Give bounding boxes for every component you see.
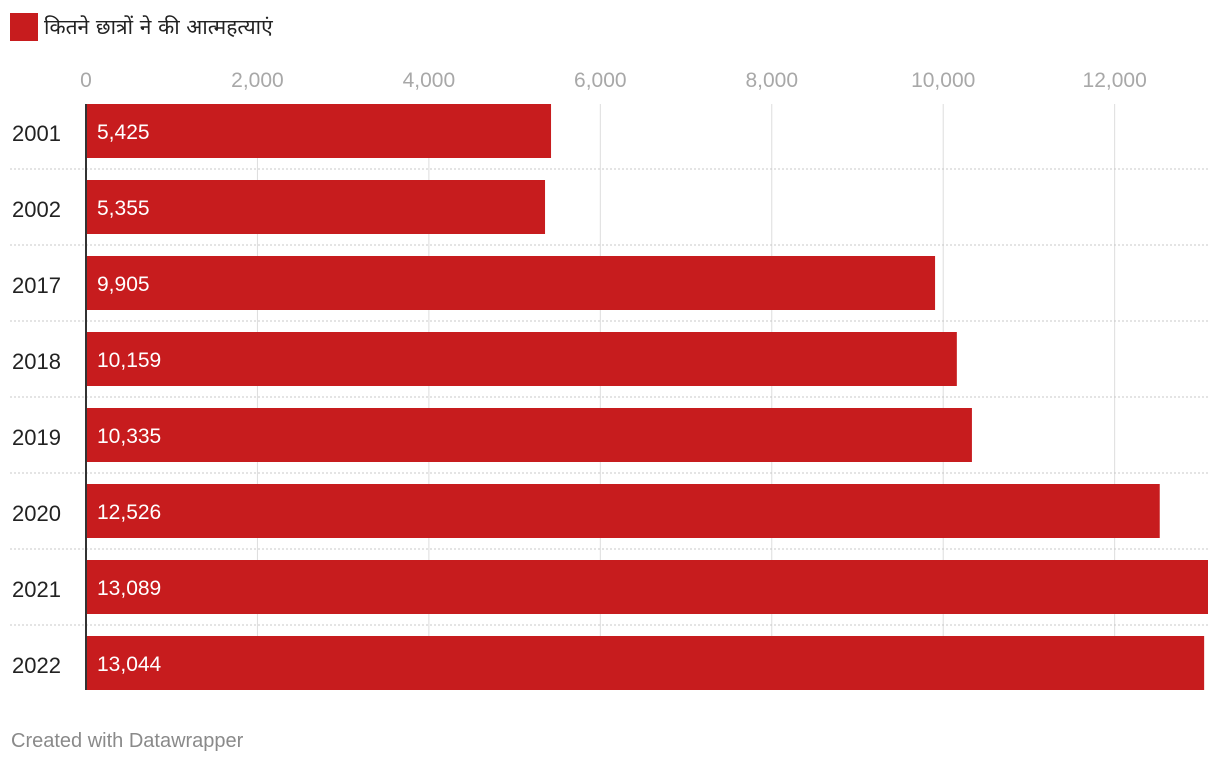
bar [86, 636, 1205, 690]
bar-value-label: 12,526 [97, 501, 161, 524]
credit-footer: Created with Datawrapper [11, 730, 244, 752]
bar-value-label: 10,335 [97, 425, 161, 448]
bar-value-label: 9,905 [97, 273, 150, 296]
bar [86, 332, 957, 386]
legend: कितने छात्रों ने की आत्महत्याएं [10, 12, 273, 42]
legend-label: कितने छात्रों ने की आत्महत्याएं [44, 15, 273, 39]
bar-value-label: 13,044 [97, 653, 162, 676]
x-tick-label: 8,000 [745, 69, 798, 92]
legend-swatch [10, 13, 38, 41]
bar [86, 104, 552, 158]
x-tick-label: 12,000 [1083, 69, 1147, 92]
bar [86, 180, 546, 234]
category-label: 2022 [12, 653, 61, 678]
category-label: 2021 [12, 577, 61, 602]
category-label: 2019 [12, 425, 61, 450]
bar-value-label: 5,355 [97, 197, 150, 220]
bar-value-label: 5,425 [97, 121, 150, 144]
x-tick-label: 0 [80, 69, 92, 92]
bar-chart: 0 2,000 4,000 6,000 8,000 10,000 12,000 2001 5,4… [10, 69, 1208, 690]
bar [86, 560, 1208, 614]
category-label: 2001 [12, 121, 61, 146]
x-tick-label: 4,000 [403, 69, 456, 92]
bar-value-label: 10,159 [97, 349, 161, 372]
category-label: 2018 [12, 349, 61, 374]
bar-value-label: 13,089 [97, 577, 161, 600]
x-tick-label: 10,000 [911, 69, 975, 92]
bar [86, 408, 972, 462]
x-tick-label: 2,000 [231, 69, 284, 92]
category-label: 2017 [12, 273, 61, 298]
bar [86, 484, 1160, 538]
bar [86, 256, 936, 310]
category-label: 2020 [12, 501, 61, 526]
category-label: 2002 [12, 197, 61, 222]
x-tick-label: 6,000 [574, 69, 627, 92]
